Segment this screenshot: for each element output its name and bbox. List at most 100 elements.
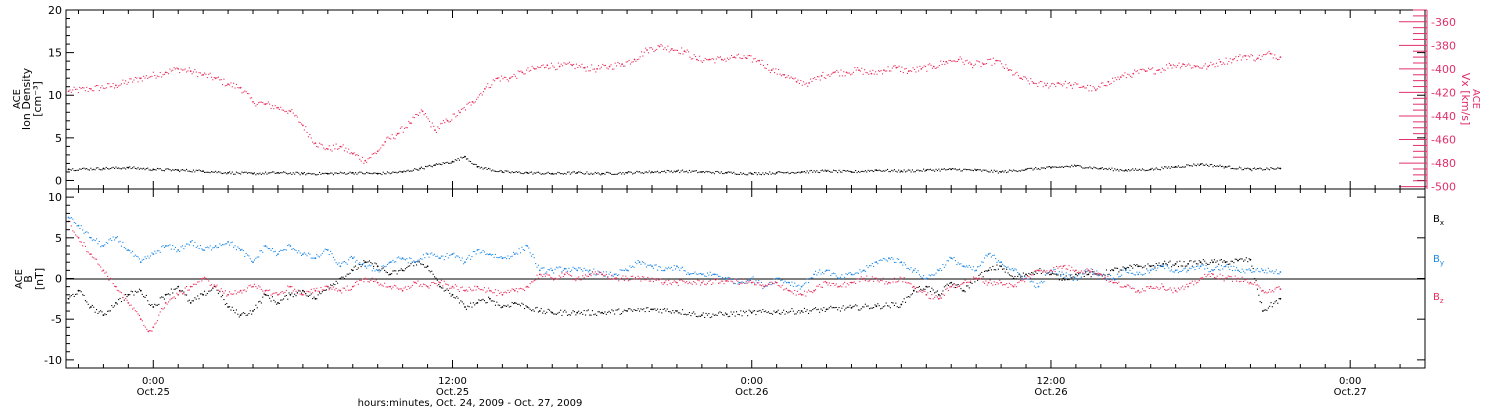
bz-sample <box>309 291 311 293</box>
velocity-sample <box>77 92 79 94</box>
by-point <box>638 261 641 264</box>
bz-sample <box>276 292 278 294</box>
ion-density-sample <box>582 172 584 174</box>
velocity-sample <box>1228 61 1230 63</box>
velocity-sample <box>89 88 91 90</box>
velocity-sample <box>306 131 308 133</box>
bx-sample <box>517 303 519 305</box>
ion-density-sample <box>648 170 650 172</box>
by-sample <box>830 274 832 276</box>
velocity-sample <box>87 90 89 92</box>
velocity-sample <box>552 65 554 67</box>
ion-density-sample <box>870 169 872 171</box>
bz-sample <box>658 279 660 281</box>
bx-sample <box>83 294 85 296</box>
by-sample <box>669 268 671 270</box>
by-sample <box>1194 269 1196 271</box>
ion-density-sample <box>1040 167 1042 169</box>
velocity-sample <box>617 61 619 63</box>
velocity-sample <box>84 90 86 92</box>
velocity-sample <box>988 58 990 60</box>
ion-density-sample <box>579 171 581 173</box>
ion-density-sample <box>265 171 267 173</box>
ion-density-label-line-2: Ion Density <box>20 67 33 130</box>
bz-sample <box>748 281 750 283</box>
bz-sample <box>542 276 544 278</box>
ion-density-sample <box>1260 168 1262 170</box>
velocity-sample <box>356 154 358 156</box>
by-sample <box>1222 268 1224 270</box>
velocity-sample <box>1172 64 1174 66</box>
bx-sample <box>718 312 720 314</box>
ion-density-sample <box>744 173 746 175</box>
bx-sample <box>155 304 157 306</box>
velocity-sample <box>1135 71 1137 73</box>
bx-sample <box>583 310 585 312</box>
bz-sample <box>180 291 182 293</box>
bx-sample <box>381 268 383 270</box>
ion-density-sample <box>1161 166 1163 168</box>
velocity-point <box>1132 72 1135 75</box>
by-sample <box>370 265 372 267</box>
ion-density-sample <box>765 172 767 174</box>
ion-density-sample <box>79 168 81 170</box>
velocity-sample <box>523 73 525 75</box>
bz-sample <box>230 293 232 295</box>
ion-density-sample <box>706 171 708 173</box>
velocity-sample <box>812 78 814 80</box>
bz-sample <box>1107 275 1109 277</box>
velocity-sample <box>1105 85 1107 87</box>
ion-density-sample <box>408 170 410 172</box>
by-sample <box>1014 268 1016 270</box>
bz-sample <box>859 281 861 283</box>
velocity-sample <box>1026 78 1028 80</box>
velocity-sample <box>1264 54 1266 56</box>
bx-sample <box>442 287 444 289</box>
ion-density-sample <box>819 172 821 174</box>
velocity-sample <box>408 120 410 122</box>
bz-sample <box>637 275 639 277</box>
by-sample <box>183 248 185 250</box>
velocity-sample <box>815 78 817 80</box>
bz-sample <box>1258 285 1260 287</box>
bx-sample <box>510 305 512 307</box>
velocity-sample <box>162 74 164 76</box>
velocity-sample <box>245 91 247 93</box>
ion-density-point <box>501 171 504 173</box>
bz-sample <box>1031 274 1033 276</box>
bz-sample <box>350 288 352 290</box>
bz-sample <box>934 296 936 298</box>
ion-density-sample <box>370 172 372 174</box>
bx-sample <box>192 300 194 302</box>
velocity-point <box>932 65 935 68</box>
bz-sample <box>325 285 327 287</box>
bx-point <box>912 289 915 292</box>
velocity-sample <box>283 109 285 111</box>
ion-density-sample <box>199 170 201 172</box>
bx-sample <box>572 310 574 312</box>
bx-sample <box>934 292 936 294</box>
bz-sample <box>718 282 720 284</box>
ion-density-sample <box>359 171 361 173</box>
by-point <box>863 269 865 272</box>
bx-sample <box>745 310 747 312</box>
by-sample <box>288 244 290 246</box>
velocity-sample <box>426 116 428 118</box>
bz-point <box>1279 288 1282 290</box>
bz-sample <box>866 275 868 277</box>
bz-sample <box>420 284 422 286</box>
by-sample <box>657 269 659 271</box>
velocity-sample <box>775 68 777 70</box>
bx-sample <box>421 263 423 265</box>
ion-density-sample <box>337 173 339 175</box>
bx-sample <box>731 313 733 315</box>
by-point <box>813 273 815 276</box>
velocity-sample <box>285 110 287 112</box>
ion-density-sample <box>820 170 822 172</box>
bz-point <box>613 277 616 280</box>
velocity-sample <box>852 71 854 73</box>
ion-density-sample <box>1143 169 1145 171</box>
velocity-sample <box>947 62 949 64</box>
bx-sample <box>586 310 588 312</box>
